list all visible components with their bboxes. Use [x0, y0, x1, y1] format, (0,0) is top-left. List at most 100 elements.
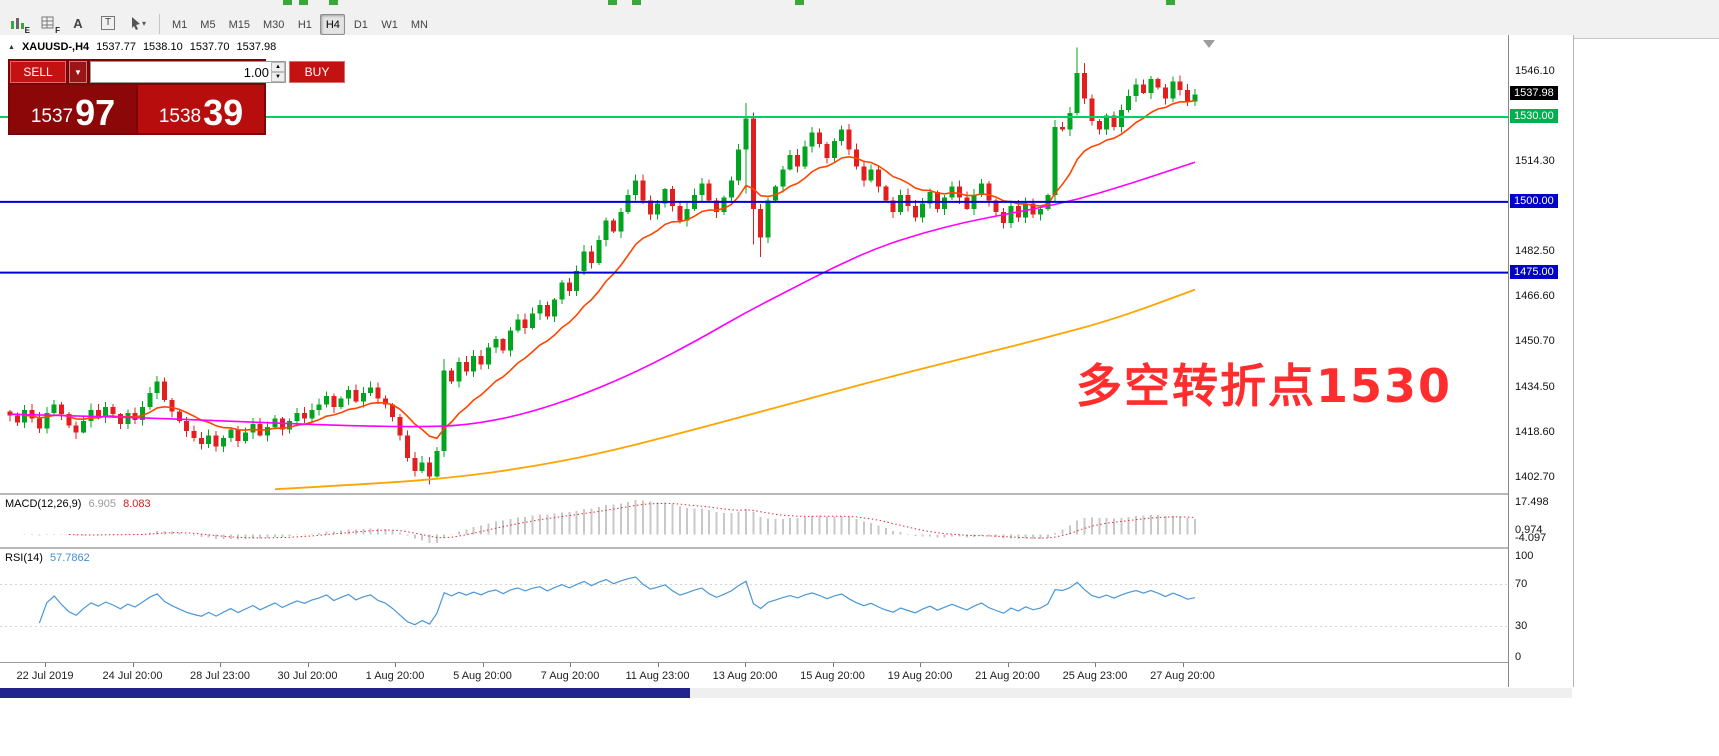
macd-chart [23, 500, 1196, 543]
time-tick [220, 663, 221, 667]
volume-dropdown-button[interactable]: ▼ [69, 61, 87, 83]
timeframe-button-m1[interactable]: M1 [167, 14, 192, 35]
macd-axis-label: 17.498 [1515, 496, 1549, 508]
panel-separator[interactable] [0, 493, 1572, 495]
chevron-down-icon: ▾ [141, 18, 146, 28]
time-tick [920, 663, 921, 667]
volume-down-icon[interactable]: ▼ [271, 72, 285, 82]
buy-button[interactable]: BUY [289, 61, 345, 83]
time-tick [657, 663, 659, 667]
cropped-icon [299, 0, 308, 5]
timeframe-button-mn[interactable]: MN [406, 14, 433, 35]
cropped-icon [1166, 0, 1175, 5]
toolbar: E F A T ▾ M1 M5 M15 M30 H1 H4 D1 W1 MN [0, 0, 1719, 39]
draw-tools-icon[interactable]: ▾ [124, 11, 152, 35]
timeframe-button-w1[interactable]: W1 [376, 14, 403, 35]
macd-name: MACD(12,26,9) [5, 498, 82, 510]
time-tick [307, 663, 309, 667]
quote-low: 1537.70 [189, 41, 230, 53]
rsi-chart [0, 576, 1508, 627]
insert-text-icon[interactable]: A [73, 15, 83, 31]
time-axis-label: 15 Aug 20:00 [800, 670, 865, 682]
volume-stepper: ▲ ▼ [271, 62, 285, 82]
rsi-axis-label: 0 [1515, 651, 1522, 663]
buy-price[interactable]: 1538 39 [138, 85, 264, 133]
timeframe-button-d1[interactable]: D1 [348, 14, 373, 35]
price-badge-1475.00: 1475.00 [1510, 264, 1558, 279]
macd-histogram [23, 500, 1196, 543]
time-axis-label: 24 Jul 20:00 [102, 670, 163, 682]
cropped-icon [608, 0, 617, 5]
rsi-name: RSI(14) [5, 552, 43, 564]
volume-up-icon[interactable]: ▲ [271, 62, 285, 72]
time-axis-label: 1 Aug 20:00 [365, 670, 425, 682]
timeframe-button-h4[interactable]: H4 [320, 14, 346, 35]
price-axis-label: 1514.30 [1515, 155, 1555, 168]
price-axis[interactable]: 1546.10 1514.30 1482.50 1466.60 1450.70 1434.… [1508, 35, 1574, 687]
text-label-icon[interactable]: T [94, 11, 122, 35]
time-axis-label: 19 Aug 20:00 [887, 670, 953, 682]
rsi-line [38, 576, 1196, 626]
price-axis-label: 1546.10 [1515, 65, 1555, 78]
macd-label: MACD(12,26,9) 6.905 8.083 [5, 498, 151, 510]
time-tick [1095, 663, 1096, 667]
scrollbar-thumb[interactable] [0, 688, 690, 698]
cropped-icon [632, 0, 641, 5]
collapse-arrow-icon[interactable]: ▲ [8, 43, 15, 51]
time-tick [1182, 663, 1184, 667]
panel-separator[interactable] [0, 547, 1572, 549]
cursor-glyph [131, 16, 140, 30]
price-badge-1500.00: 1500.00 [1510, 193, 1558, 208]
ma-slow-line [274, 288, 1196, 491]
price-axis-label: 1418.60 [1515, 426, 1555, 439]
rsi-axis-label: 70 [1515, 578, 1528, 590]
buy-price-main: 1538 [158, 106, 202, 127]
time-tick [45, 663, 46, 667]
macd-panel[interactable]: MACD(12,26,9) 6.905 8.083 [0, 495, 1508, 547]
chart-shift-marker-icon[interactable] [1203, 40, 1215, 48]
price-badge-1537.98: 1537.98 [1510, 86, 1558, 101]
time-axis-label: 27 Aug 20:00 [1150, 670, 1215, 682]
time-tick [1007, 663, 1009, 667]
timeframe-button-m5[interactable]: M5 [195, 14, 220, 35]
buy-price-pips: 39 [203, 92, 244, 134]
sell-price-pips: 97 [75, 92, 116, 134]
rsi-label: RSI(14) 57.7862 [5, 552, 90, 564]
timeframe-button-h1[interactable]: H1 [292, 14, 317, 35]
sell-price[interactable]: 1537 97 [10, 85, 136, 133]
rsi-axis-label: 100 [1515, 550, 1534, 562]
macd-value: 6.905 [88, 498, 117, 510]
time-tick [482, 663, 484, 667]
cropped-icon [795, 0, 804, 5]
time-tick [132, 663, 134, 667]
icon-letter: F [55, 26, 60, 35]
quote-close: 1537.98 [236, 41, 277, 53]
macd-signal-line [68, 502, 1196, 539]
time-axis-label: 30 Jul 20:00 [277, 670, 338, 682]
timeframe-button-m15[interactable]: M15 [224, 14, 255, 35]
price-badge-1530.00: 1530.00 [1510, 109, 1558, 123]
sell-button[interactable]: SELL [10, 61, 66, 83]
grid-glyph [41, 16, 54, 29]
cropped-icon [329, 0, 338, 5]
chart-annotation-text[interactable]: 多空转折点1530 [1076, 359, 1453, 413]
timeframe-group: M1 M5 M15 M30 H1 H4 D1 W1 MN [167, 14, 433, 35]
timeframe-button-m30[interactable]: M30 [258, 14, 289, 35]
macd-axis-label: 0.974 [1515, 524, 1543, 536]
rsi-panel[interactable]: RSI(14) 57.7862 [0, 549, 1508, 662]
volume-input[interactable] [91, 62, 271, 82]
ma-fast-line [24, 99, 1196, 440]
time-axis-label: 7 Aug 20:00 [540, 670, 600, 682]
price-axis-label: 1482.50 [1515, 245, 1555, 258]
toolbar-separator [159, 14, 160, 34]
time-axis-label: 28 Jul 23:00 [190, 670, 250, 682]
time-axis-label: 5 Aug 20:00 [453, 670, 512, 682]
horizontal-scrollbar [0, 688, 1572, 698]
icon-letter: E [24, 26, 30, 35]
grid-icon[interactable]: F [34, 11, 62, 35]
time-axis[interactable]: 22 Jul 2019 24 Jul 20:00 28 Jul 23:00 30 Ju… [0, 662, 1508, 688]
indicators-icon[interactable]: E [4, 11, 32, 35]
sell-price-main: 1537 [30, 106, 74, 127]
macd-signal-value: 8.083 [123, 498, 151, 510]
